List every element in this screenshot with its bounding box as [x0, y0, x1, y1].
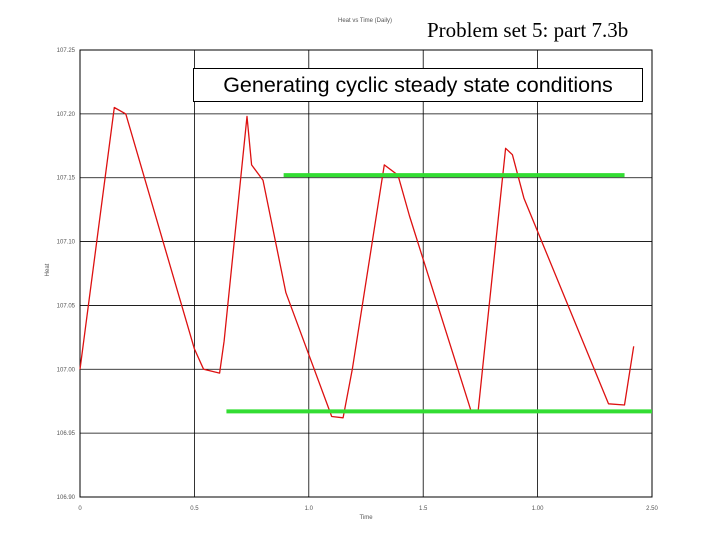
y-tick-labels: 107.25 107.20 107.15 107.10 107.05 107.00 106.… [57, 48, 76, 501]
x-tick-label: 1.0 [305, 506, 314, 512]
y-tick-label: 107.15 [57, 176, 76, 182]
x-tick-label: 1.5 [419, 506, 428, 512]
x-tick-label: 1.00 [532, 506, 544, 512]
y-tick-label: 106.95 [57, 431, 76, 437]
series-line [79, 106, 635, 419]
chart-title: Heat vs Time (Daily) [338, 18, 392, 24]
grid-lines [79, 49, 653, 498]
annotation-layer [226, 173, 652, 414]
x-tick-label: 0 [78, 506, 82, 512]
banner-caption: Generating cyclic steady state condition… [193, 68, 643, 102]
slide-title: Problem set 5: part 7.3b [427, 18, 629, 42]
y-tick-label: 107.00 [57, 367, 76, 373]
y-tick-label: 106.90 [57, 495, 76, 501]
x-axis-label: Time [359, 515, 373, 521]
series-layer [79, 106, 635, 419]
x-tick-labels: 0 0.5 1.0 1.5 1.00 2.50 [78, 506, 658, 512]
plot-area-border [79, 49, 653, 498]
plot-frame [79, 49, 653, 498]
y-axis-label: Heat [45, 263, 51, 276]
y-tick-label: 107.20 [57, 112, 76, 118]
y-tick-label: 107.10 [57, 240, 76, 246]
x-tick-label: 0.5 [190, 506, 199, 512]
y-tick-label: 107.05 [57, 303, 76, 309]
x-tick-label: 2.50 [646, 506, 658, 512]
y-tick-label: 107.25 [57, 48, 76, 54]
